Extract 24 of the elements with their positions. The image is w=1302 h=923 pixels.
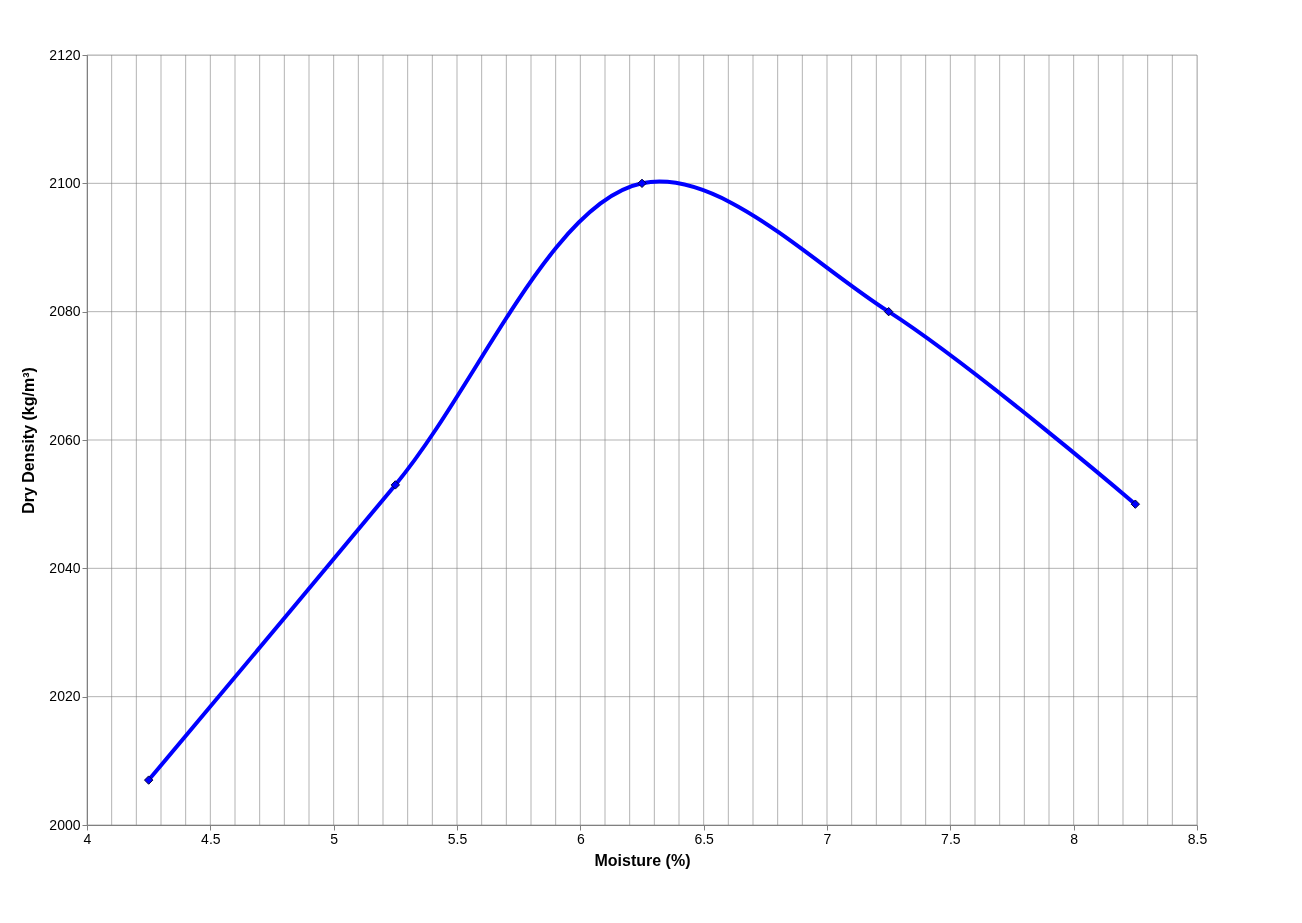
x-tick-label: 8 bbox=[1070, 830, 1079, 847]
x-tick-label: 4.5 bbox=[201, 830, 221, 847]
x-tick-label: 6 bbox=[576, 830, 585, 847]
point bbox=[637, 178, 647, 189]
x-tick-label: 8.5 bbox=[1187, 830, 1208, 847]
y-tick-label: 2040 bbox=[49, 559, 81, 576]
x-tick-label: 4 bbox=[83, 830, 92, 847]
y-tick-label: 2120 bbox=[49, 46, 81, 63]
y-axis-title: Dry Density (kg/m³) bbox=[20, 367, 38, 514]
x-tick-label: 7 bbox=[823, 830, 832, 847]
x-tick-label: 7.5 bbox=[941, 830, 961, 847]
point bbox=[1130, 499, 1141, 509]
x-axis-title: Moisture (%) bbox=[594, 851, 691, 869]
point bbox=[143, 775, 154, 785]
y-tick-label: 2080 bbox=[49, 303, 81, 320]
y-tick-label: 2100 bbox=[49, 174, 81, 191]
x-tick-label: 6.5 bbox=[694, 830, 715, 847]
point bbox=[883, 306, 894, 317]
y-tick-label: 2000 bbox=[49, 816, 81, 833]
x-tick-label: 5 bbox=[330, 830, 339, 847]
y-tick-label: 2020 bbox=[49, 688, 81, 705]
x-tick-label: 5.5 bbox=[447, 830, 468, 847]
y-tick-label: 2060 bbox=[49, 431, 81, 448]
point bbox=[390, 480, 401, 490]
